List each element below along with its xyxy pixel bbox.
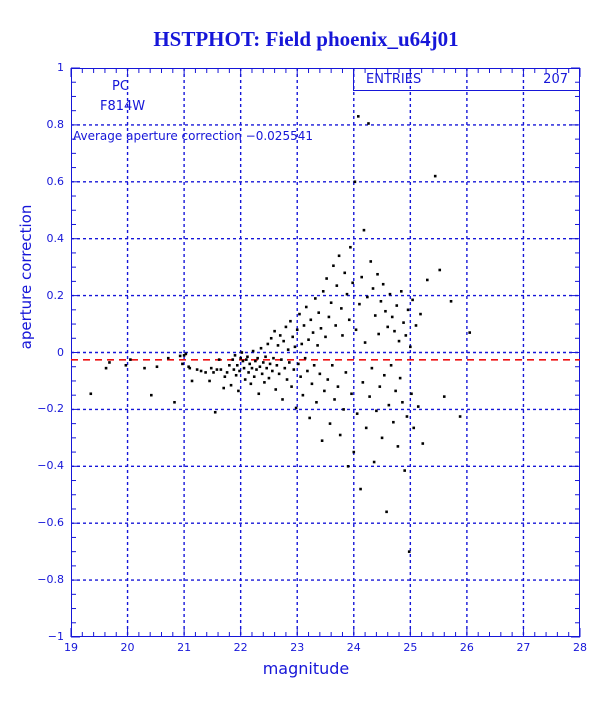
y-tick-label: 0.8 (46, 117, 65, 131)
scatter-points-layer (89, 115, 472, 553)
x-tick-label: 25 (403, 641, 418, 654)
x-tick-label: 22 (233, 641, 248, 654)
y-tick-label: −0.6 (37, 516, 64, 530)
y-tick-label: 0 (57, 345, 64, 359)
y-tick-label: −0.2 (37, 402, 64, 416)
entries-value: 207 (543, 72, 568, 87)
x-tick-label: 28 (573, 641, 587, 654)
x-tick-label: 19 (64, 641, 78, 654)
page-title: HSTPHOT: Field phoenix_u64j01 (153, 27, 459, 51)
x-tick-label: 23 (290, 641, 305, 654)
y-tick-label: 0.2 (46, 288, 65, 302)
y-tick-label: 0.4 (46, 231, 65, 245)
y-tick-label: −1 (47, 630, 64, 643)
x-tick-label: 20 (120, 641, 135, 654)
entries-label: ENTRIES (366, 72, 422, 87)
y-tick-label: 0.6 (46, 174, 65, 188)
y-tick-label: 1 (57, 61, 64, 74)
x-tick-label: 24 (346, 641, 361, 654)
chip-label: PC (112, 79, 129, 94)
entries-box: ENTRIES 207 (353, 68, 580, 91)
filter-label: F814W (100, 99, 146, 114)
average-correction-line (71, 358, 580, 361)
grid-layer (71, 68, 580, 637)
x-tick-label: 21 (177, 641, 192, 654)
average-correction-label: Average aperture correction −0.025541 (73, 129, 313, 143)
y-tick-label: −0.8 (37, 573, 64, 587)
y-tick-label: −0.4 (37, 459, 64, 473)
x-tick-label: 26 (459, 641, 474, 654)
x-axis-label: magnitude (262, 659, 350, 678)
plot-area (70, 67, 581, 638)
x-tick-label: 27 (516, 641, 531, 654)
